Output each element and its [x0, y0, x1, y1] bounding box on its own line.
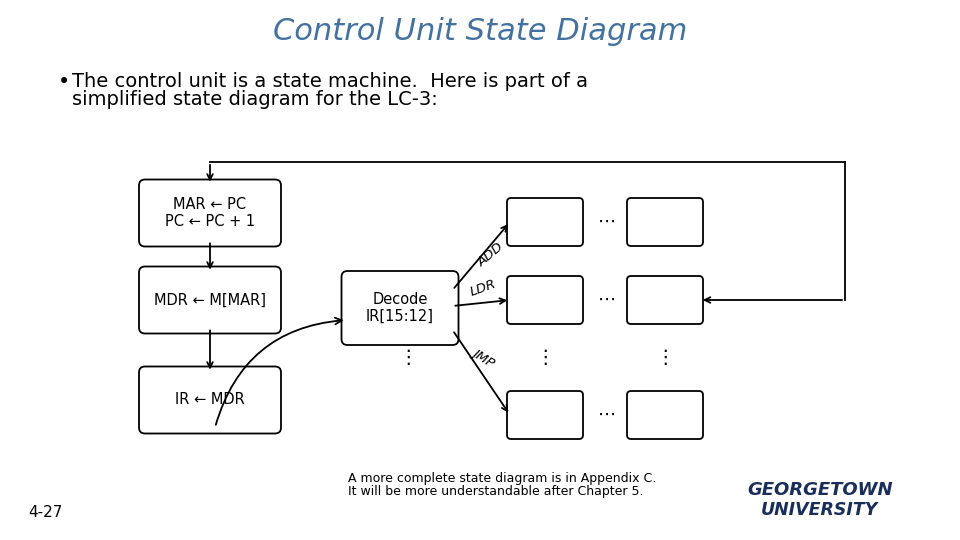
Text: Control Unit State Diagram: Control Unit State Diagram [273, 17, 687, 46]
Text: Decode
IR[15:12]: Decode IR[15:12] [366, 292, 434, 324]
FancyBboxPatch shape [342, 271, 459, 345]
Text: It will be more understandable after Chapter 5.: It will be more understandable after Cha… [348, 485, 643, 498]
FancyBboxPatch shape [507, 391, 583, 439]
Text: GEORGETOWN: GEORGETOWN [747, 481, 893, 499]
Text: JMP: JMP [470, 346, 496, 370]
Text: 4-27: 4-27 [28, 505, 62, 520]
FancyBboxPatch shape [627, 198, 703, 246]
FancyBboxPatch shape [627, 276, 703, 324]
Text: ⋯: ⋯ [598, 406, 616, 424]
FancyBboxPatch shape [507, 198, 583, 246]
FancyBboxPatch shape [507, 276, 583, 324]
FancyBboxPatch shape [139, 179, 281, 246]
Text: ⋮: ⋮ [398, 348, 418, 367]
Text: ⋯: ⋯ [598, 291, 616, 309]
Text: A more complete state diagram is in Appendix C.: A more complete state diagram is in Appe… [348, 472, 657, 485]
Text: MAR ← PC
PC ← PC + 1: MAR ← PC PC ← PC + 1 [165, 197, 255, 229]
Text: LDR: LDR [468, 278, 497, 299]
Text: UNIVERSITY: UNIVERSITY [761, 501, 878, 519]
Text: •: • [58, 72, 70, 92]
FancyBboxPatch shape [139, 267, 281, 334]
Text: ⋮: ⋮ [536, 348, 555, 367]
Text: IR ← MDR: IR ← MDR [175, 393, 245, 408]
Text: ADD: ADD [475, 240, 506, 269]
Text: ⋮: ⋮ [656, 348, 675, 367]
FancyBboxPatch shape [139, 367, 281, 434]
FancyBboxPatch shape [627, 391, 703, 439]
Text: The control unit is a state machine.  Here is part of a: The control unit is a state machine. Her… [72, 72, 588, 91]
Text: MDR ← M[MAR]: MDR ← M[MAR] [154, 293, 266, 307]
Text: ⋯: ⋯ [598, 213, 616, 231]
Text: simplified state diagram for the LC-3:: simplified state diagram for the LC-3: [72, 90, 438, 109]
